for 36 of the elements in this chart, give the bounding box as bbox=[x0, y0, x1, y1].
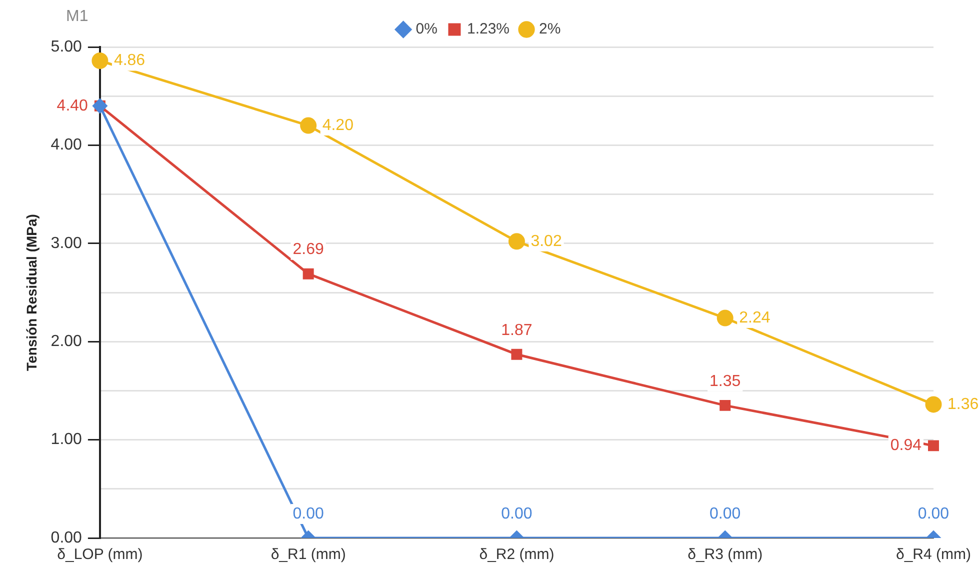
x-tick-label: δ_R3 (mm) bbox=[688, 546, 763, 564]
x-tick-label: δ_R4 (mm) bbox=[896, 546, 972, 564]
data-label: 4.40 bbox=[56, 97, 88, 114]
data-label: 0.00 bbox=[918, 505, 950, 522]
point bbox=[92, 52, 108, 69]
x-tick-label: δ_R2 (mm) bbox=[479, 546, 554, 564]
y-tick-label: 0.00 bbox=[50, 529, 82, 546]
x-tick-label: δ_R1 (mm) bbox=[270, 546, 346, 564]
legend-label: 0% bbox=[416, 20, 438, 38]
data-label: 0.00 bbox=[710, 505, 741, 522]
data-label: 2.69 bbox=[292, 241, 324, 258]
data-label: 4.86 bbox=[114, 52, 146, 70]
data-label: 0.00 bbox=[501, 505, 532, 522]
legend-label: 2% bbox=[539, 20, 561, 38]
y-tick-label: 3.00 bbox=[50, 234, 82, 252]
point bbox=[511, 348, 522, 360]
y-tick-label: 4.00 bbox=[50, 136, 82, 154]
data-label: 3.02 bbox=[530, 232, 562, 250]
point bbox=[508, 233, 525, 250]
data-label: 1.36 bbox=[947, 396, 979, 413]
point bbox=[300, 117, 317, 134]
chart-title: M1 bbox=[66, 8, 88, 26]
point bbox=[716, 310, 734, 326]
data-label: 0.94 bbox=[890, 437, 922, 454]
point bbox=[302, 268, 314, 280]
data-label: 1.87 bbox=[501, 322, 532, 339]
y-tick-label: 5.00 bbox=[50, 38, 82, 56]
y-tick-label: 2.00 bbox=[50, 333, 82, 350]
data-label: 1.35 bbox=[710, 372, 741, 390]
legend-label: 1.23% bbox=[466, 20, 510, 38]
data-label: 4.20 bbox=[322, 116, 354, 134]
data-label: 0.00 bbox=[292, 505, 324, 522]
y-tick-label: 1.00 bbox=[50, 431, 82, 448]
data-label: 2.24 bbox=[739, 309, 770, 326]
y-axis-title: Tensión Residual (MPa) bbox=[23, 214, 40, 371]
x-tick-label: δ_LOP (mm) bbox=[57, 546, 143, 564]
